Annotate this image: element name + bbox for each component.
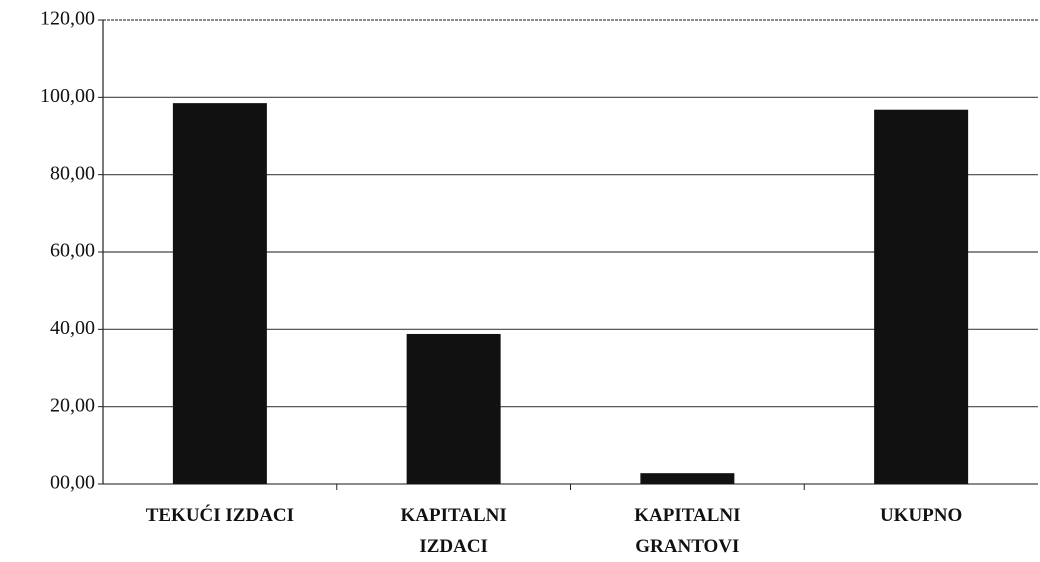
x-tick-label: UKUPNO bbox=[879, 505, 963, 526]
y-tick-label: 100,00 bbox=[40, 85, 95, 107]
y-tick-label: 20,00 bbox=[50, 394, 95, 416]
x-tick-label: TEKUĆI IZDACI bbox=[145, 505, 295, 526]
y-tick-label: 120,00 bbox=[40, 8, 95, 30]
bar bbox=[406, 333, 501, 484]
bar bbox=[172, 103, 267, 484]
bar bbox=[874, 109, 969, 484]
y-tick-label: 00,00 bbox=[50, 472, 95, 494]
x-tick-label: KAPITALNI IZDACI bbox=[400, 505, 507, 557]
y-tick-label: 40,00 bbox=[50, 317, 95, 339]
y-tick-label: 60,00 bbox=[50, 240, 95, 262]
bar bbox=[640, 473, 735, 484]
y-tick-label: 80,00 bbox=[50, 162, 95, 184]
x-tick-label: KAPITALNI GRANTOVI bbox=[634, 505, 741, 557]
